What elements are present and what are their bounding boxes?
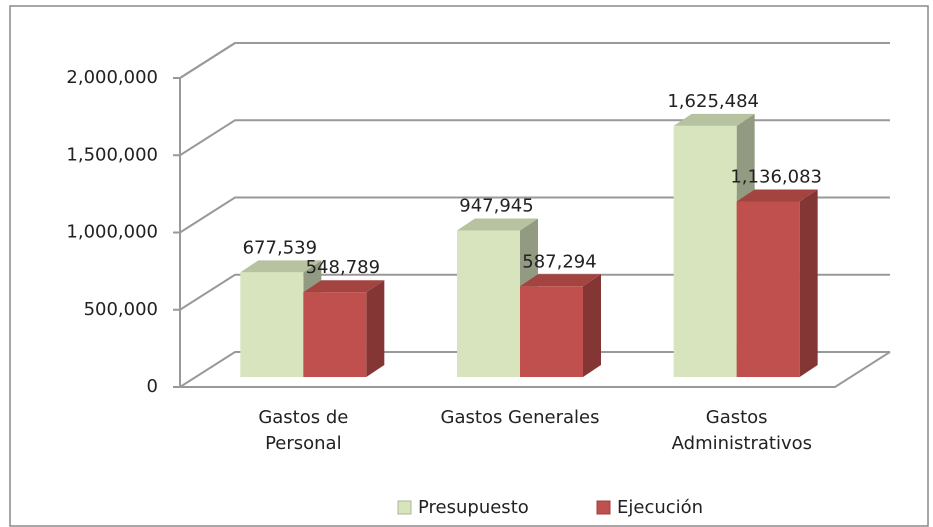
bar-top <box>303 280 385 293</box>
legend-label: Presupuesto <box>418 497 529 518</box>
value-label: 947,945 <box>459 196 533 217</box>
y-tick-label: 1,000,000 <box>66 222 158 243</box>
bar-top <box>736 189 818 202</box>
x-tick-label: Gastos Generales <box>440 407 600 428</box>
grid-line <box>179 351 890 388</box>
value-label: 1,625,484 <box>667 91 759 112</box>
bar-side <box>366 280 385 377</box>
y-tick-label: 500,000 <box>84 299 158 320</box>
value-label: 587,294 <box>522 251 596 272</box>
legend-swatch <box>596 500 611 515</box>
bar-side <box>583 274 601 377</box>
legend-swatch <box>397 500 412 515</box>
grid-line <box>179 42 890 79</box>
bar <box>736 201 800 377</box>
bar <box>520 286 583 377</box>
value-label: 1,136,083 <box>730 166 822 187</box>
value-label: 548,789 <box>306 257 380 278</box>
y-tick-label: 2,000,000 <box>66 67 158 88</box>
bar <box>457 230 520 377</box>
bar <box>303 292 367 377</box>
bar <box>673 125 737 377</box>
bar-top <box>673 113 755 126</box>
bar-side <box>799 189 818 377</box>
y-tick-label: 0 <box>147 376 158 397</box>
value-label: 677,539 <box>243 237 317 258</box>
x-tick-label: Gastos de Personal <box>258 407 349 454</box>
bar-top <box>457 218 538 231</box>
x-tick-label: Gastos Administrativos <box>671 407 812 454</box>
legend-label: Ejecución <box>617 497 703 518</box>
grid-line <box>179 273 890 311</box>
bar-top <box>240 260 322 273</box>
y-tick-label: 1,500,000 <box>66 144 158 165</box>
grid-line <box>179 119 890 157</box>
floor <box>180 351 891 388</box>
bar-top <box>520 274 601 287</box>
bar <box>240 272 304 377</box>
grid-line <box>179 196 890 234</box>
